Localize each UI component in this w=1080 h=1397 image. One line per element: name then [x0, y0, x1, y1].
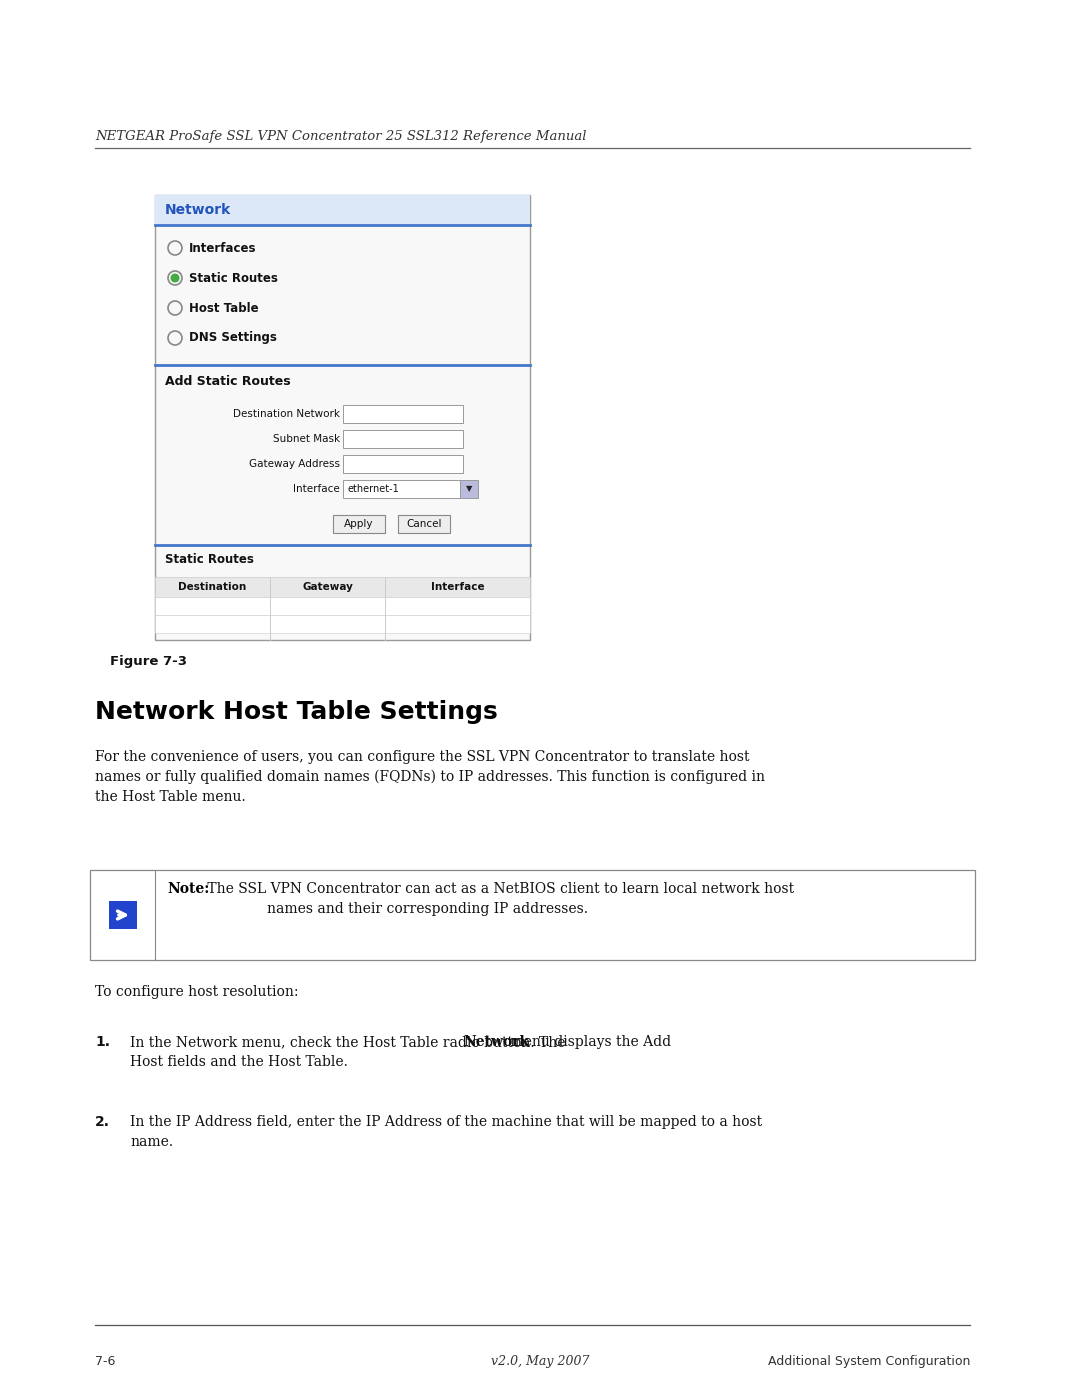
FancyBboxPatch shape — [156, 196, 530, 640]
Text: name.: name. — [130, 1134, 173, 1148]
Circle shape — [171, 274, 179, 282]
Text: Host Table: Host Table — [189, 302, 258, 314]
Text: names and their corresponding IP addresses.: names and their corresponding IP address… — [267, 902, 588, 916]
FancyBboxPatch shape — [460, 481, 478, 497]
FancyBboxPatch shape — [109, 901, 137, 929]
Text: Cancel: Cancel — [406, 520, 442, 529]
Text: Figure 7-3: Figure 7-3 — [110, 655, 187, 668]
Text: The SSL VPN Concentrator can act as a NetBIOS client to learn local network host: The SSL VPN Concentrator can act as a Ne… — [203, 882, 794, 895]
Text: In the Network menu, check the Host Table radio button. The: In the Network menu, check the Host Tabl… — [130, 1035, 570, 1049]
Text: To configure host resolution:: To configure host resolution: — [95, 985, 298, 999]
Text: ethernet-1: ethernet-1 — [347, 483, 399, 495]
Text: Network: Network — [463, 1035, 529, 1049]
Text: names or fully qualified domain names (FQDNs) to IP addresses. This function is : names or fully qualified domain names (F… — [95, 770, 765, 784]
Text: Subnet Mask: Subnet Mask — [273, 434, 340, 444]
Text: Network Host Table Settings: Network Host Table Settings — [95, 700, 498, 724]
FancyBboxPatch shape — [156, 577, 530, 597]
Text: ▼: ▼ — [465, 485, 472, 493]
Text: Static Routes: Static Routes — [165, 553, 254, 566]
Text: Gateway Address: Gateway Address — [249, 460, 340, 469]
Text: Interface: Interface — [431, 583, 484, 592]
Text: NETGEAR ProSafe SSL VPN Concentrator 25 SSL312 Reference Manual: NETGEAR ProSafe SSL VPN Concentrator 25 … — [95, 130, 586, 142]
Text: For the convenience of users, you can configure the SSL VPN Concentrator to tran: For the convenience of users, you can co… — [95, 750, 750, 764]
FancyBboxPatch shape — [343, 481, 460, 497]
Text: Additional System Configuration: Additional System Configuration — [768, 1355, 970, 1368]
Text: DNS Settings: DNS Settings — [189, 331, 276, 345]
FancyBboxPatch shape — [90, 870, 975, 960]
Text: Gateway: Gateway — [302, 583, 353, 592]
FancyBboxPatch shape — [156, 196, 530, 225]
FancyBboxPatch shape — [333, 515, 384, 534]
FancyBboxPatch shape — [399, 515, 450, 534]
Text: Host fields and the Host Table.: Host fields and the Host Table. — [130, 1055, 348, 1069]
Text: 2.: 2. — [95, 1115, 110, 1129]
Text: Destination Network: Destination Network — [233, 409, 340, 419]
Text: Destination: Destination — [178, 583, 246, 592]
FancyBboxPatch shape — [343, 455, 463, 474]
Text: Note:: Note: — [167, 882, 210, 895]
Text: Apply: Apply — [345, 520, 374, 529]
Text: 7-6: 7-6 — [95, 1355, 116, 1368]
FancyBboxPatch shape — [156, 615, 530, 633]
Text: In the IP Address field, enter the IP Address of the machine that will be mapped: In the IP Address field, enter the IP Ad… — [130, 1115, 762, 1129]
Text: Static Routes: Static Routes — [189, 271, 278, 285]
Text: v2.0, May 2007: v2.0, May 2007 — [490, 1355, 590, 1368]
FancyBboxPatch shape — [343, 430, 463, 448]
Text: menu displays the Add: menu displays the Add — [507, 1035, 672, 1049]
Text: 1.: 1. — [95, 1035, 110, 1049]
FancyBboxPatch shape — [343, 405, 463, 423]
Text: Interfaces: Interfaces — [189, 242, 257, 254]
Text: Network: Network — [165, 203, 231, 217]
Text: the Host Table menu.: the Host Table menu. — [95, 789, 246, 805]
FancyBboxPatch shape — [156, 597, 530, 615]
Text: Interface: Interface — [294, 483, 340, 495]
Text: Add Static Routes: Add Static Routes — [165, 374, 291, 388]
